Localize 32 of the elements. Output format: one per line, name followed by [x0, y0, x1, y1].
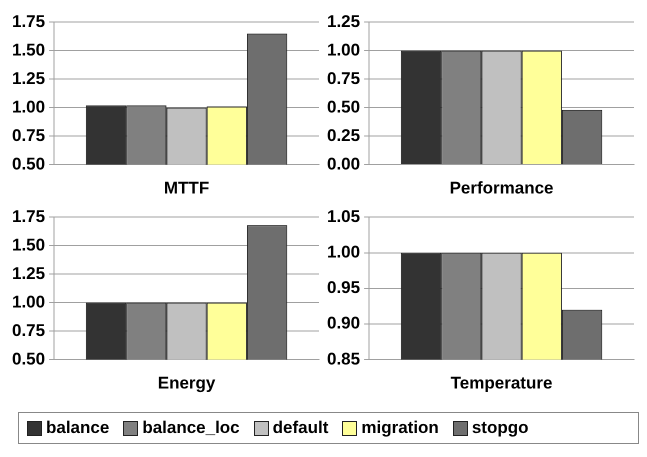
y-tick-label: 0.85 — [326, 349, 360, 368]
y-tick-label: 1.75 — [12, 12, 46, 31]
y-tick-label: 1.50 — [12, 235, 46, 254]
y-tick-label: 1.00 — [12, 292, 46, 312]
legend-label: balance_loc — [142, 418, 240, 438]
y-tick-label: 1.25 — [12, 68, 46, 88]
text: Energy — [158, 373, 216, 392]
y-tick-label: 0.50 — [12, 349, 46, 368]
y-tick-label: 0.00 — [326, 154, 360, 174]
legend-label: default — [272, 418, 328, 438]
y-tick-label: 1.00 — [326, 242, 360, 262]
legend-label: balance — [46, 418, 110, 438]
y-tick-label: 0.75 — [12, 320, 46, 340]
y-tick-label: 1.25 — [326, 12, 360, 31]
y-tick-label: 1.05 — [326, 206, 360, 226]
y-tick-label: 1.75 — [12, 206, 46, 226]
text: Temperature — [450, 373, 552, 392]
y-tick-label: 0.75 — [326, 68, 360, 88]
y-tick-label: 1.00 — [326, 40, 360, 60]
y-tick-label: 0.75 — [12, 126, 46, 145]
y-tick-label: 0.25 — [326, 126, 360, 145]
text: Performance — [450, 178, 554, 198]
y-tick-label: 1.00 — [12, 97, 46, 116]
y-tick-label: 0.95 — [326, 278, 360, 298]
y-tick-label: 0.50 — [326, 97, 360, 116]
text: MTTF — [164, 178, 210, 198]
y-tick-label: 0.50 — [12, 154, 46, 174]
y-tick-label: 1.25 — [12, 264, 46, 283]
legend-label: stopgo — [472, 418, 528, 438]
y-tick-label: 1.50 — [12, 40, 46, 60]
y-tick-label: 0.90 — [326, 314, 360, 333]
legend-label: migration — [361, 418, 439, 438]
